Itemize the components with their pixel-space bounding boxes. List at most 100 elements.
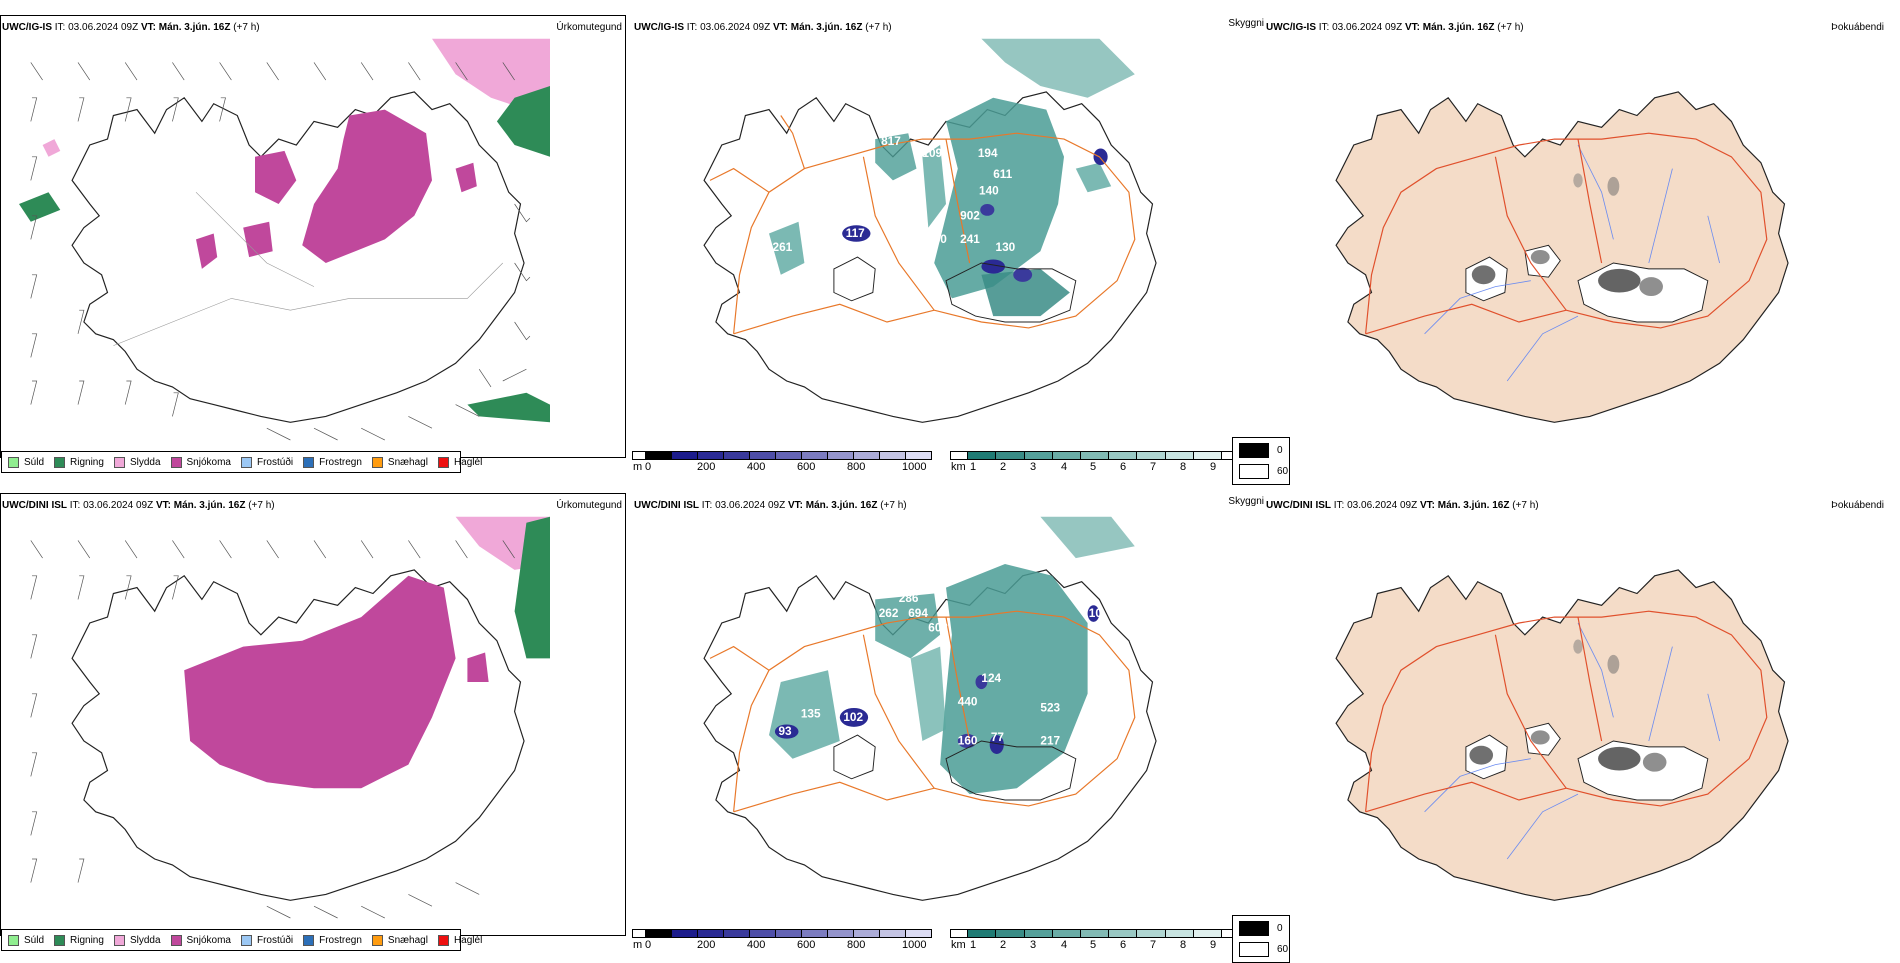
panel-fog-index-dini: UWC/DINI ISL IT: 03.06.2024 09Z VT: Mán.… <box>1264 493 1894 938</box>
vt-label: VT: <box>773 22 788 33</box>
fog-area <box>1469 746 1493 765</box>
panel-title: UWC/DINI ISL IT: 03.06.2024 09Z VT: Mán.… <box>634 500 907 511</box>
field-name: Þokuábendi <box>1831 500 1884 511</box>
ceiling-label: 286 <box>899 591 919 605</box>
model-name: UWC/DINI ISL <box>634 500 699 511</box>
rain-area <box>19 192 60 222</box>
visibility-ticks: 1 2 3 4 5 6 7 8 9 10 <box>950 939 1250 953</box>
panel-title: UWC/IG-IS IT: 03.06.2024 09Z VT: Mán. 3.… <box>634 22 892 33</box>
precip-map[interactable] <box>0 37 624 457</box>
iceland-coast <box>1336 570 1788 900</box>
visibility-map[interactable]: 817 109 194 98 611 140 902 117 261 150 2… <box>632 37 1256 437</box>
fog-area <box>1531 730 1550 744</box>
it-label: IT: <box>687 22 698 33</box>
tick-label: 200 <box>697 461 715 473</box>
sleet-area <box>43 139 61 157</box>
precip-map[interactable] <box>0 515 624 935</box>
valid-time: Mán. 3.jún. 16Z <box>174 500 246 511</box>
fog-area <box>1608 655 1620 674</box>
fog-index-map[interactable] <box>1264 37 1888 437</box>
ceiling-label: 611 <box>993 167 1012 181</box>
legend-item-freezing-drizzle: Frostúði <box>241 457 293 468</box>
rain-area <box>467 393 550 423</box>
tick-label: 400 <box>747 461 765 473</box>
tick-label: 1 <box>970 461 976 473</box>
tick-label: 8 <box>1180 461 1186 473</box>
lead-time: (+7 h) <box>248 500 274 511</box>
fog-area <box>1598 269 1640 293</box>
precip-type-legend: Súld Rigning Slydda Snjókoma Frostúði Fr… <box>1 451 461 473</box>
ceiling-scale: m 0 200 400 600 800 1000 <box>632 929 932 954</box>
fog-area <box>1573 640 1582 654</box>
visibility-colorbar <box>950 929 1250 938</box>
legend-item-snow-pellets: Snæhagl <box>372 935 428 946</box>
legend-item-freezing-rain: Frostregn <box>303 935 362 946</box>
model-name: UWC/DINI ISL <box>2 500 67 511</box>
tick-label: 1000 <box>902 939 926 951</box>
legend-item-sleet: Slydda <box>114 457 161 468</box>
valid-time: Mán. 3.jún. 16Z <box>791 22 863 33</box>
lead-time: (+7 h) <box>1497 22 1523 33</box>
ceiling-label: 135 <box>801 706 821 720</box>
field-name: Úrkomutegund <box>556 22 622 33</box>
panel-visibility-igis: UWC/IG-IS IT: 03.06.2024 09Z VT: Mán. 3.… <box>632 15 1262 460</box>
tick-label: 0 <box>645 461 651 473</box>
tick-label: 5 <box>1090 461 1096 473</box>
ceiling-label: 694 <box>908 606 928 620</box>
ceiling-label: 217 <box>1040 734 1060 748</box>
it-label: IT: <box>1334 500 1345 511</box>
ceiling-label: 440 <box>958 695 978 709</box>
lead-time: (+7 h) <box>1512 500 1538 511</box>
ceiling-label: 98 <box>1092 138 1106 152</box>
fog-index-map[interactable] <box>1264 515 1888 915</box>
panel-title: UWC/IG-IS IT: 03.06.2024 09Z VT: Mán. 3.… <box>2 22 260 33</box>
legend-item-snow-pellets: Snæhagl <box>372 457 428 468</box>
ceiling-label: 150 <box>927 232 947 246</box>
tick-label: 1 <box>970 939 976 951</box>
tick-label: 800 <box>847 939 865 951</box>
tick-label: 9 <box>1210 461 1216 473</box>
it-label: IT: <box>70 500 81 511</box>
tick-label: 400 <box>747 939 765 951</box>
visibility-colorbar <box>950 451 1250 460</box>
panel-precip-type-igis: UWC/IG-IS IT: 03.06.2024 09Z VT: Mán. 3.… <box>0 15 630 460</box>
tick-label: 2 <box>1000 939 1006 951</box>
low-ceiling-area <box>1013 268 1032 282</box>
ceiling-label: 902 <box>960 208 980 222</box>
tick-label: 6 <box>1120 461 1126 473</box>
init-time: 03.06.2024 09Z <box>700 22 770 33</box>
field-name: Skyggni <box>1228 496 1264 507</box>
tick-label: 2 <box>1000 461 1006 473</box>
vt-label: VT: <box>156 500 171 511</box>
ceiling-label: 675 <box>1059 243 1079 257</box>
low-ceiling-area <box>980 204 994 216</box>
legend-item-hail: Haglél <box>438 457 482 468</box>
iceland-coast <box>1336 92 1788 422</box>
visibility-ticks: 1 2 3 4 5 6 7 8 9 10 <box>950 461 1250 475</box>
field-name: Skyggni <box>1228 18 1264 29</box>
init-time: 03.06.2024 09Z <box>1332 22 1402 33</box>
fog-area <box>1598 747 1640 771</box>
ceiling-label: 102 <box>843 710 863 724</box>
it-label: IT: <box>702 500 713 511</box>
ceiling-label: 262 <box>879 606 899 620</box>
tick-label: 7 <box>1150 461 1156 473</box>
init-time: 03.06.2024 09Z <box>68 22 138 33</box>
visibility-map[interactable]: 286 262 694 602 10 124 440 523 135 102 9… <box>632 515 1256 915</box>
init-time: 03.06.2024 09Z <box>715 500 785 511</box>
ceiling-label: 602 <box>928 620 948 634</box>
it-label: IT: <box>1319 22 1330 33</box>
tick-label: 4 <box>1061 939 1067 951</box>
legend-item-drizzle: Súld <box>8 935 44 946</box>
lead-time: (+7 h) <box>865 22 891 33</box>
tick-label: 7 <box>1150 939 1156 951</box>
tick-label: 800 <box>847 461 865 473</box>
ceiling-colorbar <box>632 929 932 938</box>
init-time: 03.06.2024 09Z <box>83 500 153 511</box>
precip-type-legend: Súld Rigning Slydda Snjókoma Frostúði Fr… <box>1 929 461 951</box>
low-visibility-area <box>981 39 1134 98</box>
panel-visibility-dini: UWC/DINI ISL IT: 03.06.2024 09Z VT: Mán.… <box>632 493 1262 938</box>
model-name: UWC/IG-IS <box>1266 22 1316 33</box>
it-label: IT: <box>55 22 66 33</box>
tick-label: 4 <box>1061 461 1067 473</box>
